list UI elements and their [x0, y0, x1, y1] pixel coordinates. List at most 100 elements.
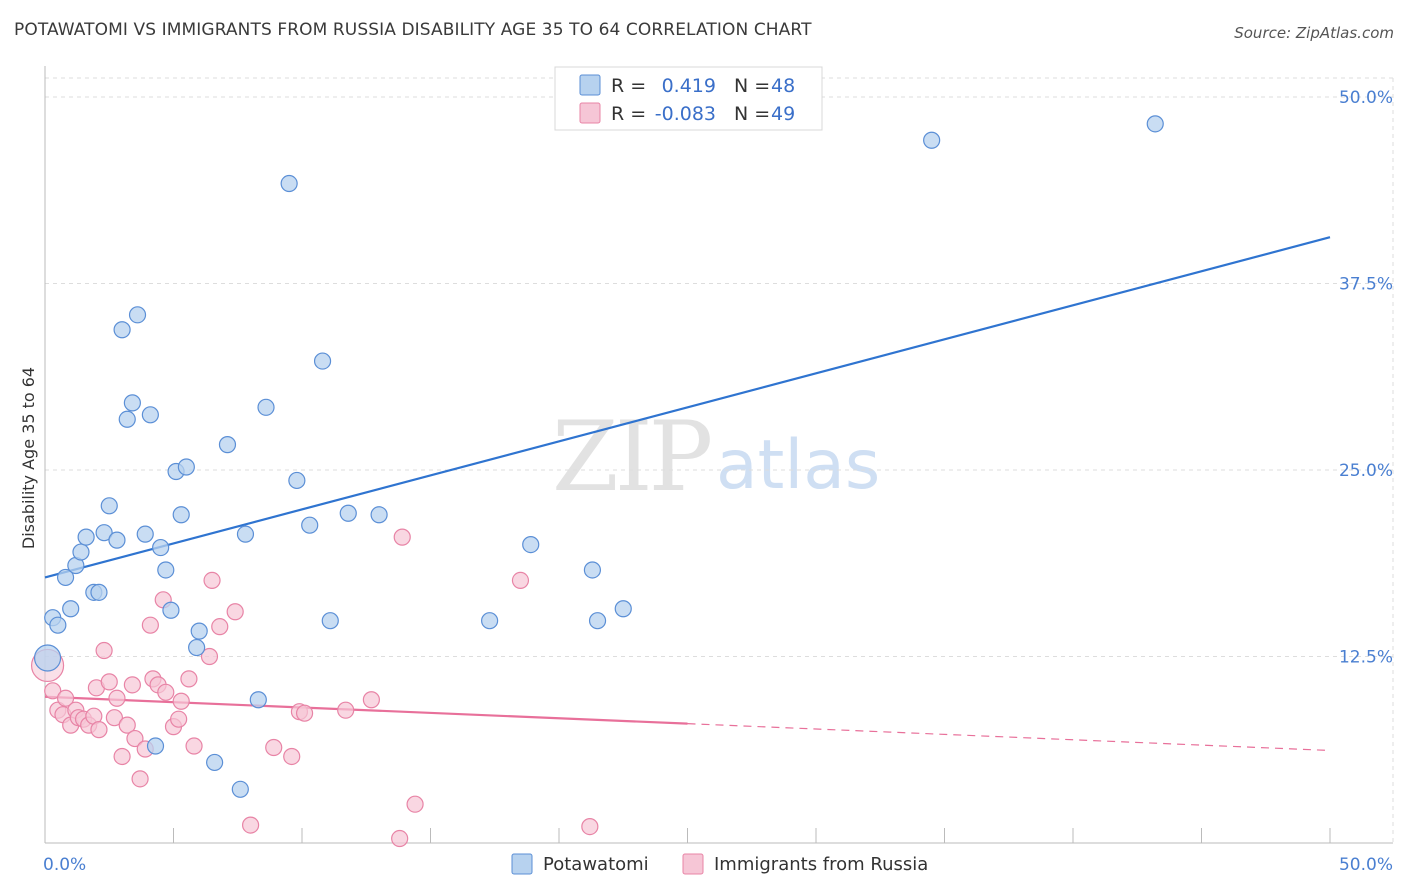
- bottom-legend-label-potawatomi: Potawatomi: [543, 854, 649, 875]
- data-point-potawatomi: [157, 561, 175, 579]
- data-point-potawatomi: [206, 753, 224, 772]
- y-tick-label: 50.0%: [1339, 88, 1393, 108]
- data-point-potawatomi: [100, 497, 118, 515]
- data-point-immigrants: [170, 710, 188, 728]
- data-point-potawatomi: [72, 543, 90, 561]
- data-point-immigrants: [131, 770, 149, 788]
- data-point-potawatomi: [172, 506, 190, 524]
- data-point-potawatomi: [923, 131, 941, 149]
- data-point-immigrants: [100, 673, 118, 691]
- data-point-immigrants: [123, 676, 141, 694]
- data-point-potawatomi: [280, 174, 298, 193]
- x-tick-label: 50.0%: [1339, 855, 1393, 875]
- legend-r-label: R =: [611, 75, 646, 97]
- watermark-atlas: atlas: [716, 426, 880, 505]
- data-point-potawatomi: [313, 352, 332, 370]
- legend-n-label: N =: [734, 75, 770, 97]
- data-point-immigrants: [141, 616, 159, 634]
- series-immigrants-from-russia: [30, 528, 599, 848]
- watermark-zip: ZIP: [552, 401, 711, 513]
- y-tick-label: 25.0%: [1339, 461, 1393, 481]
- bottom-legend-swatch-immigrants: [682, 853, 704, 875]
- legend-r-value: -0.083: [655, 103, 716, 125]
- data-point-potawatomi: [77, 528, 95, 546]
- series-potawatomi: [33, 115, 1164, 798]
- legend-n-value: 48: [771, 75, 795, 97]
- data-point-immigrants: [203, 571, 221, 590]
- data-point-immigrants: [113, 747, 131, 766]
- data-point-immigrants: [406, 795, 424, 813]
- data-point-potawatomi: [62, 600, 80, 618]
- data-point-potawatomi: [123, 394, 141, 412]
- data-point-potawatomi: [257, 398, 275, 416]
- trend-line-immigrants-dashed: [687, 723, 1331, 752]
- bottom-legend-label-immigrants: Immigrants from Russia: [714, 854, 928, 875]
- data-point-immigrants: [118, 716, 136, 734]
- data-point-potawatomi: [583, 561, 602, 579]
- y-tick-labels: 12.5% 25.0% 37.5% 50.0%: [1339, 88, 1393, 668]
- data-point-potawatomi: [288, 471, 306, 490]
- x-tick-label: 0.0%: [43, 855, 86, 875]
- data-point-immigrants: [105, 709, 123, 727]
- data-point-immigrants: [242, 816, 260, 834]
- data-point-potawatomi: [56, 568, 75, 587]
- legend-swatch-potawatomi: [579, 74, 601, 96]
- data-point-potawatomi: [481, 612, 499, 630]
- data-point-immigrants: [90, 721, 108, 739]
- y-tick-label: 37.5%: [1339, 275, 1393, 295]
- data-point-immigrants: [200, 647, 219, 666]
- data-point-immigrants: [211, 618, 229, 636]
- x-tick-labels: 0.0% 50.0%: [43, 855, 1393, 875]
- data-point-potawatomi: [190, 622, 208, 640]
- data-point-potawatomi: [321, 612, 339, 630]
- legend-n-label: N =: [734, 103, 770, 125]
- bottom-legend-swatch-potawatomi: [511, 853, 533, 875]
- data-point-potawatomi: [218, 436, 237, 454]
- data-point-immigrants: [265, 738, 283, 757]
- axes: [44, 66, 1393, 844]
- data-point-immigrants: [95, 641, 113, 660]
- source-label: Source: ZipAtlas.com: [1234, 24, 1394, 42]
- y-axis-label: Disability Age 35 to 64: [19, 367, 38, 549]
- data-point-potawatomi: [177, 458, 195, 476]
- data-point-potawatomi: [108, 531, 126, 549]
- legend-r-label: R =: [611, 103, 646, 125]
- data-point-potawatomi: [522, 535, 540, 554]
- data-point-immigrants: [337, 701, 355, 719]
- trend-line-potawatomi: [44, 236, 1331, 579]
- data-point-immigrants: [180, 670, 198, 688]
- data-point-immigrants: [362, 691, 380, 709]
- data-point-immigrants: [108, 689, 126, 707]
- data-point-potawatomi: [231, 780, 249, 798]
- data-point-immigrants: [56, 689, 75, 707]
- data-point-immigrants: [391, 829, 409, 848]
- data-point-potawatomi: [162, 601, 180, 619]
- data-point-immigrants: [393, 528, 411, 546]
- data-point-potawatomi: [249, 691, 267, 709]
- data-point-immigrants: [185, 737, 203, 755]
- chart-title: POTAWATOMI VS IMMIGRANTS FROM RUSSIA DIS…: [14, 20, 812, 40]
- data-point-immigrants: [44, 682, 62, 700]
- y-tick-label: 12.5%: [1339, 648, 1393, 668]
- trend-line-immigrants-solid: [44, 695, 688, 725]
- trend-lines: [44, 236, 1331, 752]
- data-point-potawatomi: [614, 600, 632, 618]
- data-point-potawatomi: [339, 504, 357, 522]
- data-point-potawatomi: [95, 524, 113, 542]
- data-point-immigrants: [226, 603, 244, 621]
- data-point-immigrants: [295, 704, 314, 722]
- data-point-potawatomi: [152, 538, 170, 557]
- series-legend: Potawatomi Immigrants from Russia: [511, 853, 928, 875]
- data-point-potawatomi: [188, 638, 206, 657]
- legend-swatch-immigrants: [579, 102, 601, 124]
- data-point-immigrants: [511, 571, 530, 590]
- data-point-potawatomi: [1146, 115, 1164, 133]
- data-point-immigrants: [126, 729, 144, 748]
- data-point-potawatomi: [146, 737, 165, 755]
- correlation-legend: R = 0.419 N = 48 R = -0.083 N = 49: [554, 66, 823, 131]
- legend-n-value: 49: [771, 103, 795, 125]
- data-point-potawatomi: [588, 612, 607, 630]
- data-point-potawatomi: [118, 410, 136, 428]
- data-point-potawatomi: [136, 525, 154, 543]
